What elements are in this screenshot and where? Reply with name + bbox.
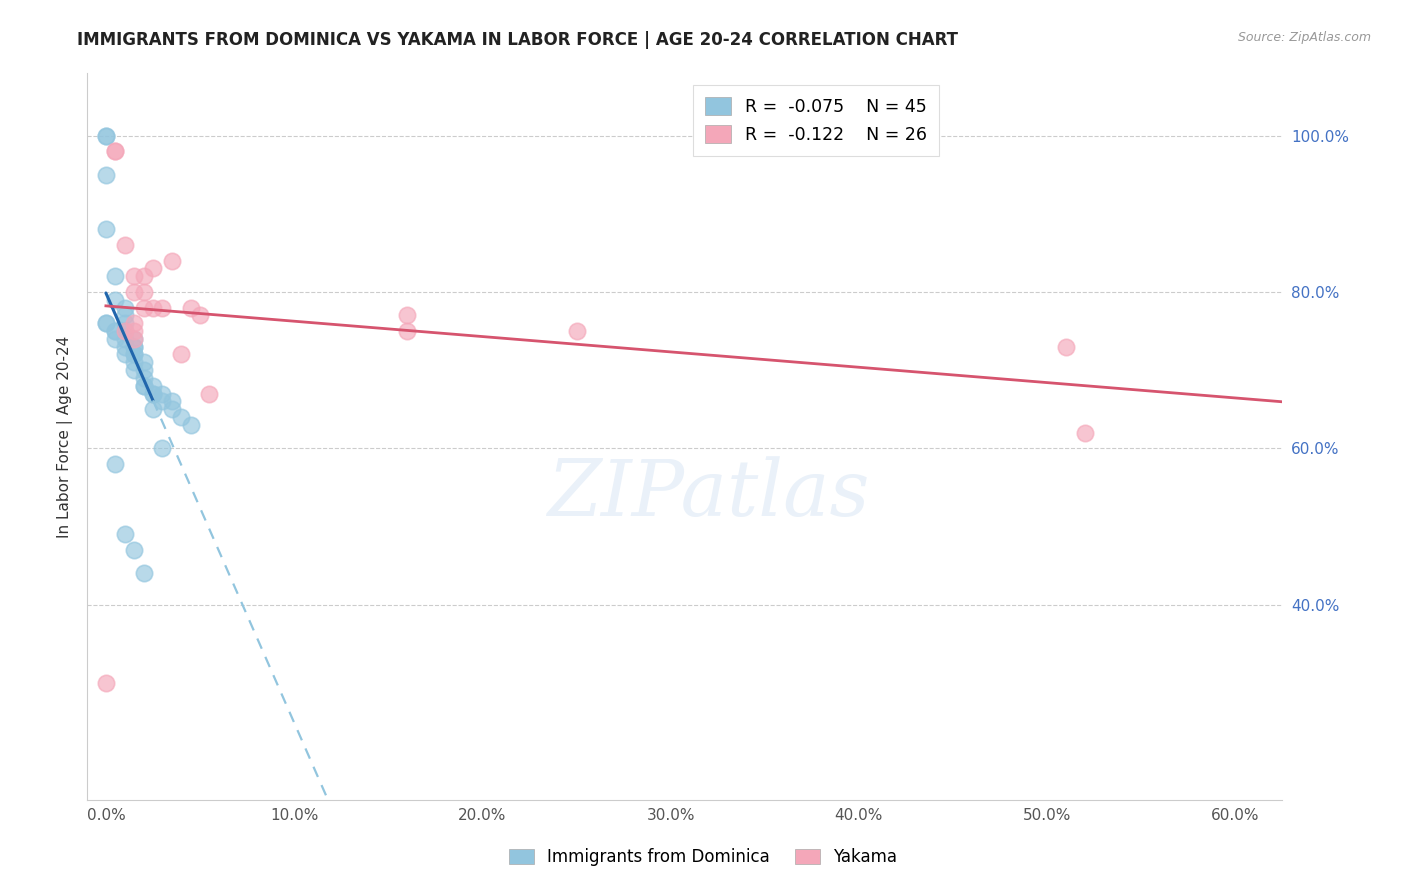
Point (122, 316, 145, 330)
Point (94, 316, 117, 330)
Point (188, 309, 211, 323)
Point (150, 394, 173, 409)
Point (132, 378, 155, 392)
Text: IMMIGRANTS FROM DOMINICA VS YAKAMA IN LABOR FORCE | AGE 20-24 CORRELATION CHART: IMMIGRANTS FROM DOMINICA VS YAKAMA IN LA… (77, 31, 959, 49)
Point (114, 340, 136, 354)
Point (94, 222, 117, 236)
Point (114, 324, 136, 338)
Point (198, 386, 221, 401)
Point (122, 543, 145, 558)
Point (122, 269, 145, 284)
Point (114, 238, 136, 252)
Point (132, 355, 155, 369)
Point (94, 128, 117, 143)
Point (104, 324, 127, 338)
Point (122, 363, 145, 377)
Point (122, 285, 145, 299)
Point (396, 309, 419, 323)
Point (565, 324, 588, 338)
Point (142, 386, 165, 401)
Point (1074, 425, 1097, 440)
Point (180, 417, 202, 432)
Point (122, 340, 145, 354)
Point (94, 128, 117, 143)
Point (114, 527, 136, 541)
Point (122, 332, 145, 346)
Point (122, 340, 145, 354)
Point (104, 324, 127, 338)
Point (142, 378, 165, 392)
Point (94, 168, 117, 182)
Y-axis label: In Labor Force | Age 20-24: In Labor Force | Age 20-24 (58, 335, 73, 538)
Point (160, 394, 183, 409)
Point (94, 316, 117, 330)
Legend: Immigrants from Dominica, Yakama: Immigrants from Dominica, Yakama (502, 842, 904, 873)
Point (142, 386, 165, 401)
Point (132, 301, 155, 315)
Point (132, 378, 155, 392)
Point (142, 301, 165, 315)
Point (132, 566, 155, 581)
Point (142, 402, 165, 417)
Point (150, 301, 173, 315)
Legend: R =  -0.075    N = 45, R =  -0.122    N = 26: R = -0.075 N = 45, R = -0.122 N = 26 (693, 86, 939, 156)
Point (104, 269, 127, 284)
Point (132, 269, 155, 284)
Point (114, 324, 136, 338)
Point (132, 363, 155, 377)
Point (396, 324, 419, 338)
Point (114, 347, 136, 361)
Text: Source: ZipAtlas.com: Source: ZipAtlas.com (1237, 31, 1371, 45)
Point (122, 347, 145, 361)
Point (132, 285, 155, 299)
Point (132, 371, 155, 385)
Text: ZIPatlas: ZIPatlas (547, 457, 870, 533)
Point (122, 324, 145, 338)
Point (104, 332, 127, 346)
Point (104, 144, 127, 158)
Point (94, 676, 117, 690)
Point (1054, 340, 1077, 354)
Point (160, 253, 183, 268)
Point (114, 301, 136, 315)
Point (170, 347, 193, 361)
Point (150, 442, 173, 456)
Point (104, 293, 127, 307)
Point (104, 144, 127, 158)
Point (114, 316, 136, 330)
Point (142, 261, 165, 276)
Point (180, 301, 202, 315)
Point (170, 410, 193, 425)
Point (122, 355, 145, 369)
Point (104, 457, 127, 471)
Point (122, 332, 145, 346)
Point (160, 402, 183, 417)
Point (150, 386, 173, 401)
Point (114, 309, 136, 323)
Point (114, 332, 136, 346)
Point (122, 347, 145, 361)
